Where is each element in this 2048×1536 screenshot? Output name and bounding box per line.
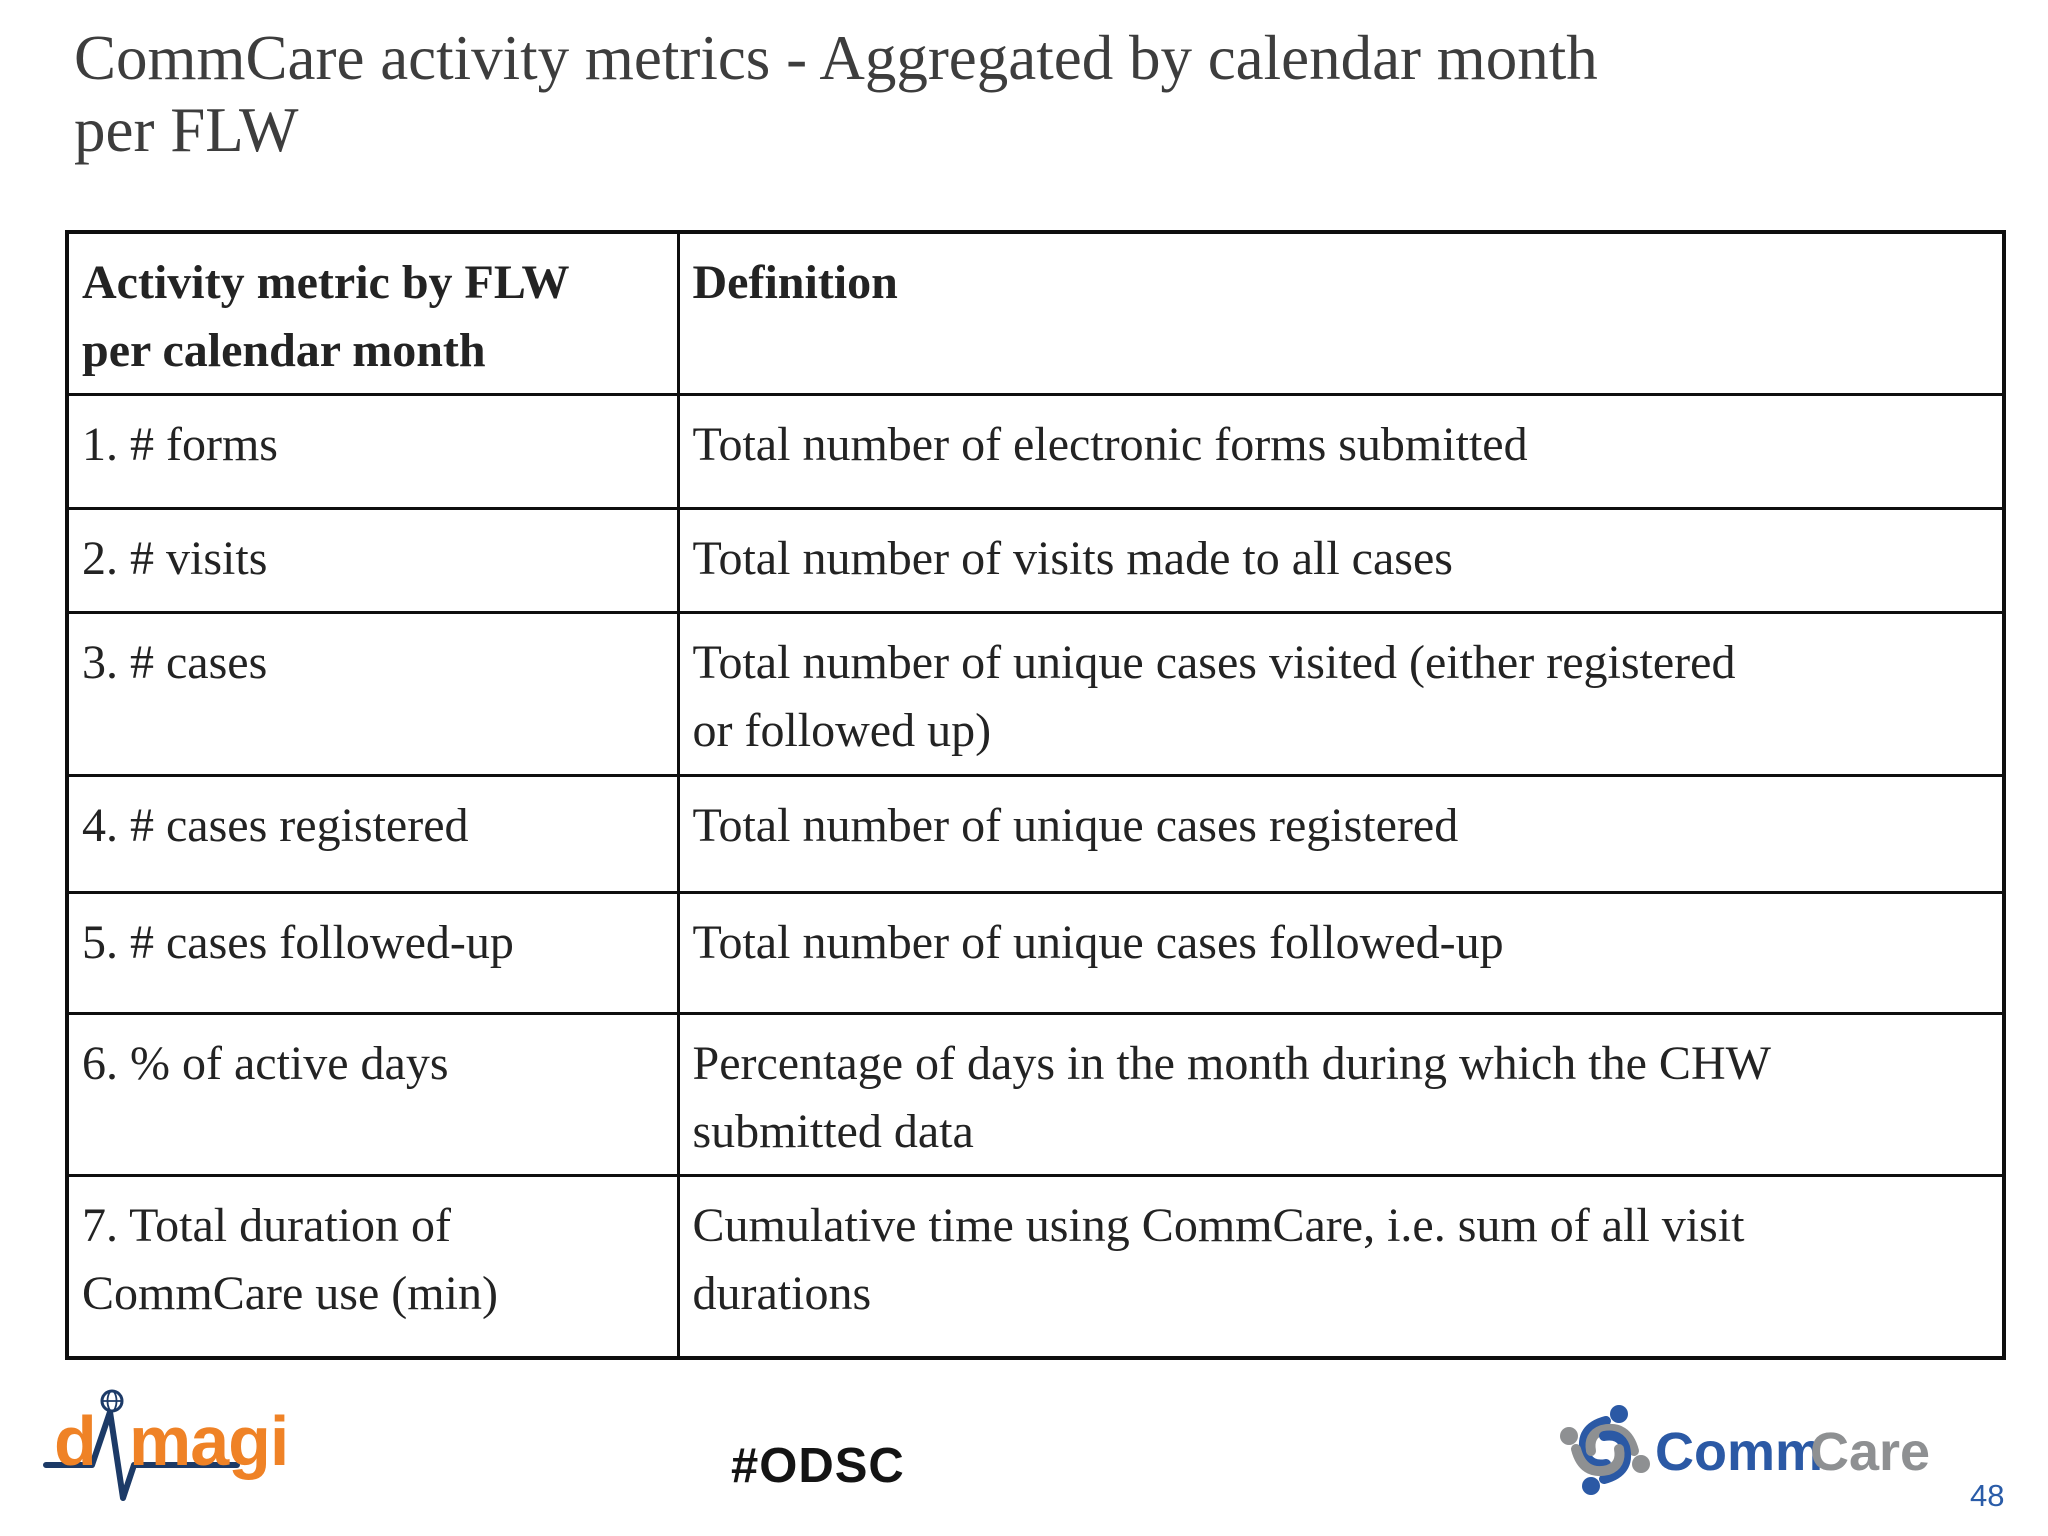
column-header-definition: Definition bbox=[676, 230, 2006, 397]
table-row: 1. # forms Total number of electronic fo… bbox=[65, 393, 2006, 511]
table-row: 3. # cases Total number of unique cases … bbox=[65, 611, 2006, 777]
commcare-pinwheel-icon bbox=[1560, 1405, 1650, 1495]
metric-cell: 4. # cases registered bbox=[65, 773, 680, 894]
table-row: 7. Total duration of CommCare use (min) … bbox=[65, 1173, 2006, 1360]
definition-cell: Total number of electronic forms submitt… bbox=[676, 393, 2006, 511]
column-header-metric: Activity metric by FLW per calendar mont… bbox=[65, 230, 680, 397]
definition-cell: Percentage of days in the month during w… bbox=[676, 1011, 2006, 1177]
definition-cell: Total number of visits made to all cases bbox=[676, 507, 2006, 615]
metrics-table: Activity metric by FLW per calendar mont… bbox=[65, 230, 2006, 1361]
dimagi-wordmark-magi: magi bbox=[129, 1402, 288, 1480]
table-row: 2. # visits Total number of visits made … bbox=[65, 507, 2006, 615]
metric-cell: 2. # visits bbox=[65, 507, 680, 615]
table-row: 4. # cases registered Total number of un… bbox=[65, 773, 2006, 894]
commcare-wordmark-comm: Comm bbox=[1655, 1422, 1823, 1482]
metric-cell: 7. Total duration of CommCare use (min) bbox=[65, 1173, 680, 1360]
page-title: CommCare activity metrics - Aggregated b… bbox=[74, 23, 1598, 166]
table-header-row: Activity metric by FLW per calendar mont… bbox=[65, 230, 2006, 397]
table-row: 5. # cases followed-up Total number of u… bbox=[65, 890, 2006, 1015]
metric-cell: 1. # forms bbox=[65, 393, 680, 511]
page-number: 48 bbox=[1970, 1478, 2005, 1513]
odsc-hashtag: #ODSC bbox=[731, 1439, 905, 1493]
metric-cell: 3. # cases bbox=[65, 611, 680, 777]
commcare-logo: Comm Care bbox=[1560, 1405, 1930, 1495]
table-row: 6. % of active days Percentage of days i… bbox=[65, 1011, 2006, 1177]
definition-cell: Total number of unique cases registered bbox=[676, 773, 2006, 894]
definition-cell: Total number of unique cases visited (ei… bbox=[676, 611, 2006, 777]
metric-cell: 5. # cases followed-up bbox=[65, 890, 680, 1015]
metric-cell: 6. % of active days bbox=[65, 1011, 680, 1177]
definition-cell: Total number of unique cases followed-up bbox=[676, 890, 2006, 1015]
dimagi-logo: d magi bbox=[43, 1389, 289, 1501]
globe-icon bbox=[100, 1389, 124, 1413]
heartbeat-line bbox=[43, 1409, 240, 1501]
dimagi-wordmark-d: d bbox=[54, 1402, 95, 1480]
commcare-wordmark-care: Care bbox=[1810, 1422, 1930, 1482]
definition-cell: Cumulative time using CommCare, i.e. sum… bbox=[676, 1173, 2006, 1360]
